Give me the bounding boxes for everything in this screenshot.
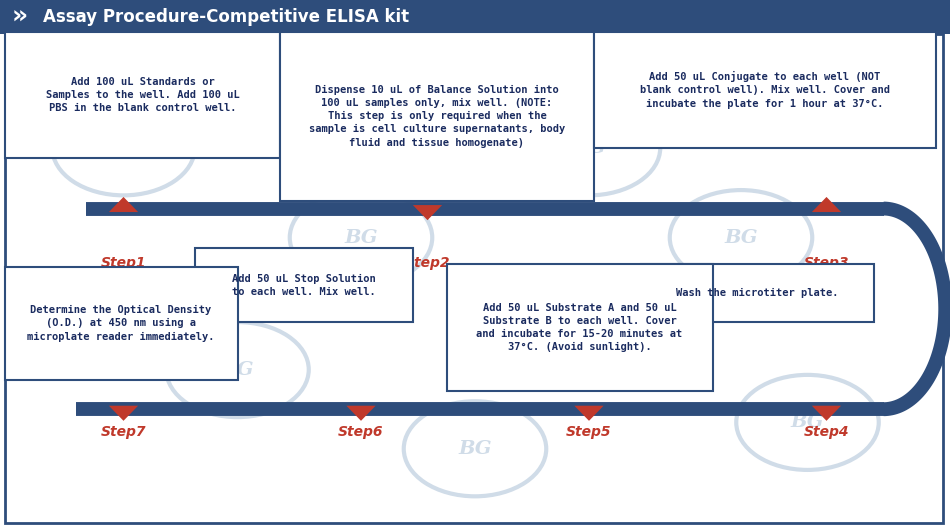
Text: »: » [11, 5, 28, 29]
Text: Assay Procedure-Competitive ELISA kit: Assay Procedure-Competitive ELISA kit [43, 8, 408, 26]
FancyBboxPatch shape [5, 34, 943, 523]
Text: Add 50 uL Substrate A and 50 uL
Substrate B to each well. Cover
and incubate for: Add 50 uL Substrate A and 50 uL Substrat… [476, 303, 683, 352]
Text: Wash the microtiter plate.: Wash the microtiter plate. [676, 288, 839, 298]
Text: BG: BG [572, 139, 606, 157]
Polygon shape [812, 197, 841, 212]
Text: Determine the Optical Density
(O.D.) at 450 nm using a
microplate reader immedia: Determine the Optical Density (O.D.) at … [28, 305, 215, 342]
Text: BG: BG [344, 229, 378, 247]
Text: Add 50 uL Conjugate to each well (NOT
blank control well). Mix well. Cover and
i: Add 50 uL Conjugate to each well (NOT bl… [639, 71, 890, 109]
Polygon shape [109, 406, 138, 421]
FancyArrow shape [370, 8, 404, 26]
Polygon shape [575, 406, 603, 421]
Text: Step2: Step2 [405, 256, 450, 270]
FancyBboxPatch shape [446, 264, 712, 391]
FancyBboxPatch shape [5, 267, 238, 380]
FancyBboxPatch shape [280, 32, 594, 201]
Polygon shape [347, 406, 375, 421]
Text: Step5: Step5 [566, 425, 612, 439]
Text: Step7: Step7 [101, 425, 146, 439]
FancyBboxPatch shape [195, 248, 413, 322]
Text: Add 100 uL Standards or
Samples to the well. Add 100 uL
PBS in the blank control: Add 100 uL Standards or Samples to the w… [46, 77, 239, 113]
Text: Step4: Step4 [804, 425, 849, 439]
Polygon shape [109, 197, 138, 212]
Text: BG: BG [220, 361, 255, 379]
Text: Step1: Step1 [101, 256, 146, 270]
Text: BG: BG [790, 413, 825, 431]
Text: BG: BG [106, 139, 141, 157]
Text: Step3: Step3 [804, 256, 849, 270]
FancyBboxPatch shape [641, 264, 874, 322]
FancyBboxPatch shape [5, 32, 280, 158]
Text: Dispense 10 uL of Balance Solution into
100 uL samples only, mix well. (NOTE:
Th: Dispense 10 uL of Balance Solution into … [309, 84, 565, 148]
Polygon shape [812, 406, 841, 421]
Text: Add 50 uL Stop Solution
to each well. Mix well.: Add 50 uL Stop Solution to each well. Mi… [232, 274, 376, 297]
Text: Step6: Step6 [338, 425, 384, 439]
Polygon shape [413, 205, 442, 220]
FancyBboxPatch shape [594, 32, 936, 148]
FancyBboxPatch shape [0, 0, 950, 34]
Text: BG: BG [724, 229, 758, 247]
Text: BG: BG [458, 440, 492, 458]
